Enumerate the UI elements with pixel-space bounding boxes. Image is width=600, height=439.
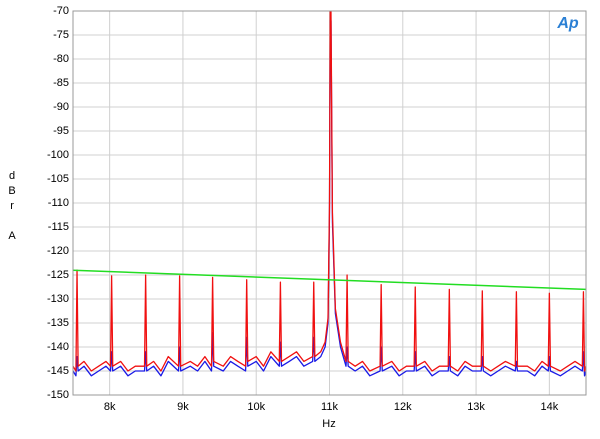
- reference-line: [73, 269, 586, 291]
- y-tick-label: -85: [53, 77, 69, 89]
- logo: Ap: [556, 15, 579, 32]
- y-tick-label: -100: [47, 149, 69, 161]
- x-axis-label: Hz: [322, 418, 335, 430]
- y-tick-label: -95: [53, 125, 69, 137]
- series-line: [73, 11, 586, 372]
- y-tick-label: -90: [53, 101, 69, 113]
- x-tick-label: 8k: [104, 401, 116, 413]
- y-tick-label: -130: [47, 293, 69, 305]
- plot-border: [72, 10, 587, 396]
- y-tick-label: -115: [48, 221, 69, 233]
- x-tick-label: 13k: [467, 401, 485, 413]
- x-tick-label: 9k: [177, 401, 189, 413]
- y-tick-label: -120: [47, 245, 69, 257]
- x-tick-label: 11k: [321, 401, 338, 413]
- y-tick-label: -110: [48, 197, 69, 209]
- x-tick-label: 10k: [247, 401, 265, 413]
- y-tick-label: -80: [53, 53, 69, 65]
- y-tick-label: -150: [47, 389, 69, 401]
- y-tick-label: -145: [47, 365, 69, 377]
- y-tick-label: -105: [47, 173, 69, 185]
- y-axis-label: dBr A: [6, 170, 18, 245]
- y-tick-label: -125: [47, 269, 69, 281]
- x-tick-label: 14k: [540, 401, 558, 413]
- y-tick-label: -135: [47, 317, 69, 329]
- y-tick-label: -140: [47, 341, 69, 353]
- y-tick-label: -70: [53, 5, 69, 17]
- y-tick-label: -75: [53, 29, 69, 41]
- x-tick-label: 12k: [394, 401, 412, 413]
- plot-clip-group: [73, 11, 586, 377]
